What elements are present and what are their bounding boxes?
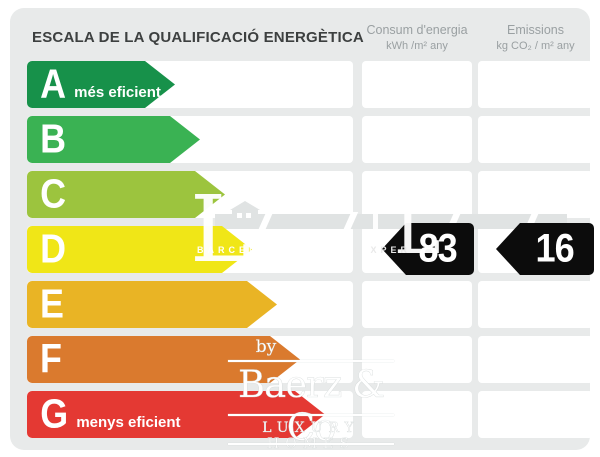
watermark-letter: L [394, 188, 441, 270]
rating-label-a: més eficient [74, 84, 161, 101]
row-f-emissions-cell [478, 336, 593, 383]
row-f-consumption-cell [362, 336, 472, 383]
watermark-house-window [246, 213, 251, 218]
watermark-brand: Baerz & Co [237, 363, 385, 449]
watermark-by: by [255, 337, 277, 357]
rating-letter-b: B [40, 117, 67, 162]
watermark-divider [228, 360, 394, 362]
watermark-text-expert: E XPER [354, 245, 412, 255]
rating-letter-c: C [40, 172, 67, 217]
emissions-indicator-arrow: 16 [496, 223, 594, 275]
rating-bar-d: D [27, 226, 252, 273]
scale-row-f: F [10, 336, 600, 383]
page-title: ESCALA DE LA QUALIFICACIÓ ENERGÈTICA [32, 29, 364, 46]
watermark-letter: L [190, 176, 252, 283]
rating-bar-f: F [27, 336, 300, 383]
rating-bar-e: E [27, 281, 277, 328]
consumption-header-units: kWh /m² any [386, 40, 448, 53]
column-header-consumption: Consum d'energia kWh /m² any [357, 21, 477, 55]
row-g-emissions-cell [478, 391, 593, 438]
rating-letter-d: D [40, 227, 67, 272]
rating-letter-f: F [39, 337, 62, 382]
rating-label-g: menys eficient [76, 414, 181, 431]
watermark-divider [228, 443, 394, 445]
emissions-header-label: Emissions [507, 23, 564, 37]
watermark-house-icon [230, 201, 260, 229]
row-a-consumption-cell [362, 61, 472, 108]
rating-letter-a: A [40, 62, 67, 107]
consumption-value: 83 [418, 226, 457, 271]
watermark-tagline: LUXURY HOMES [262, 420, 360, 452]
rating-letter-g: G [40, 392, 69, 437]
emissions-value: 16 [535, 226, 574, 271]
rating-bar-c: C [27, 171, 225, 218]
scale-row-e: E [10, 281, 600, 328]
row-e-consumption-cell [362, 281, 472, 328]
row-e-emissions-cell [478, 281, 593, 328]
row-b-consumption-cell [362, 116, 472, 163]
scale-row-a: A més eficient [10, 61, 600, 108]
row-b-emissions-cell [478, 116, 593, 163]
watermark-house-window [237, 213, 242, 218]
watermark-house-roof [230, 201, 260, 210]
watermark-divider [228, 414, 394, 416]
watermark-vertical-bar [373, 205, 378, 241]
rating-letter-e: E [40, 282, 64, 327]
row-c-emissions-cell [478, 171, 593, 218]
column-header-emissions: Emissions kg CO₂ / m² any [473, 21, 598, 55]
rating-bar-b: B [27, 116, 200, 163]
scale-row-c: C [10, 171, 600, 218]
scale-row-b: B [10, 116, 600, 163]
watermark-text-barcelona: BARCEL [197, 245, 259, 255]
emissions-header-units: kg CO₂ / m² any [496, 40, 575, 53]
consumption-header-label: Consum d'energia [366, 23, 468, 37]
rating-bar-a: A més eficient [27, 61, 175, 108]
row-a-emissions-cell [478, 61, 593, 108]
certificate-card: ESCALA DE LA QUALIFICACIÓ ENERGÈTICA Con… [10, 8, 594, 452]
watermark-skyline-band [215, 214, 567, 229]
row-c-consumption-cell [362, 171, 472, 218]
